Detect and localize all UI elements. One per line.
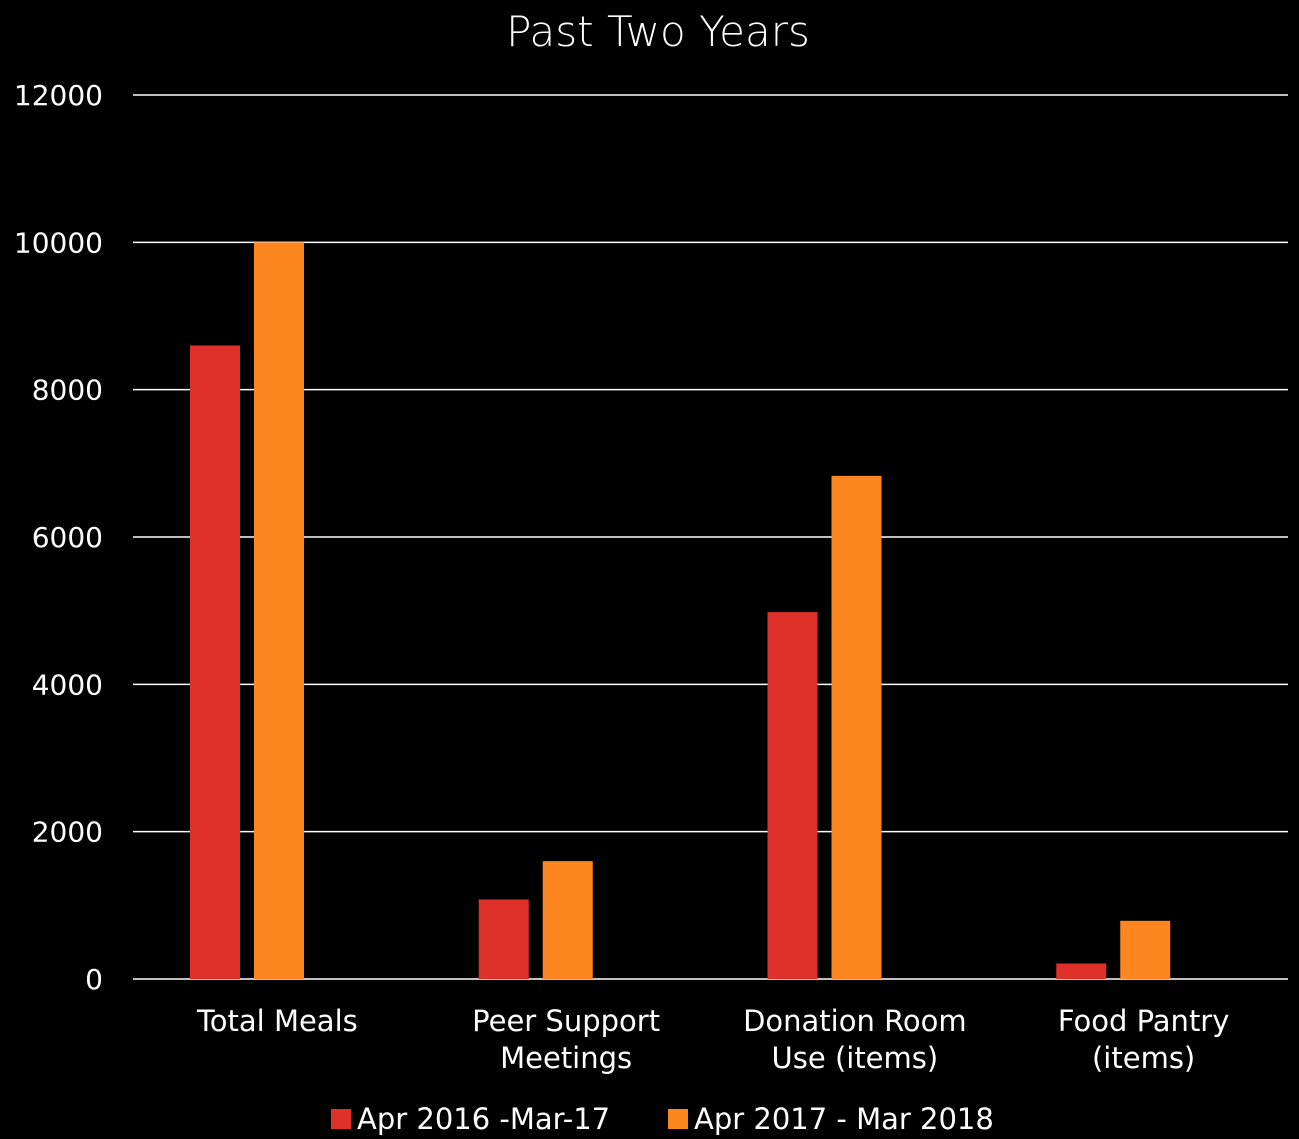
y-tick-label: 4000 [32, 668, 103, 701]
legend-entry: Apr 2016 -Mar-17 [357, 1102, 610, 1136]
gridlines [133, 94, 1288, 980]
legend-swatch [331, 1109, 351, 1129]
bar [190, 345, 240, 979]
category-label: Donation Room [743, 1004, 967, 1038]
legend: Apr 2016 -Mar-17 Apr 2017 - Mar 2018 [331, 1102, 994, 1136]
legend-entry: Apr 2017 - Mar 2018 [694, 1102, 994, 1136]
bar [542, 861, 593, 979]
y-tick-label: 6000 [32, 521, 103, 554]
y-tick-label: 10000 [14, 226, 103, 259]
y-tick-label: 8000 [32, 374, 103, 407]
chart-title: Past Two Years [506, 7, 810, 56]
y-axis-tick-labels: 0 2000 4000 6000 8000 10000 12000 [14, 79, 103, 996]
legend-swatch [668, 1109, 688, 1129]
y-tick-label: 12000 [14, 79, 103, 112]
category-label: Use (items) [772, 1041, 939, 1075]
category-label: Meetings [500, 1041, 632, 1075]
bar [1056, 963, 1107, 979]
category-label: Food Pantry [1058, 1004, 1230, 1038]
bar [831, 475, 882, 979]
bar [254, 242, 304, 980]
y-tick-label: 2000 [32, 816, 103, 849]
bar [767, 612, 818, 979]
bar [478, 899, 529, 979]
bar [1120, 920, 1171, 979]
y-tick-label: 0 [85, 963, 103, 996]
category-label: (items) [1092, 1041, 1195, 1075]
category-label: Total Meals [196, 1004, 358, 1038]
category-label: Peer Support [472, 1004, 660, 1038]
bars [190, 242, 1171, 980]
